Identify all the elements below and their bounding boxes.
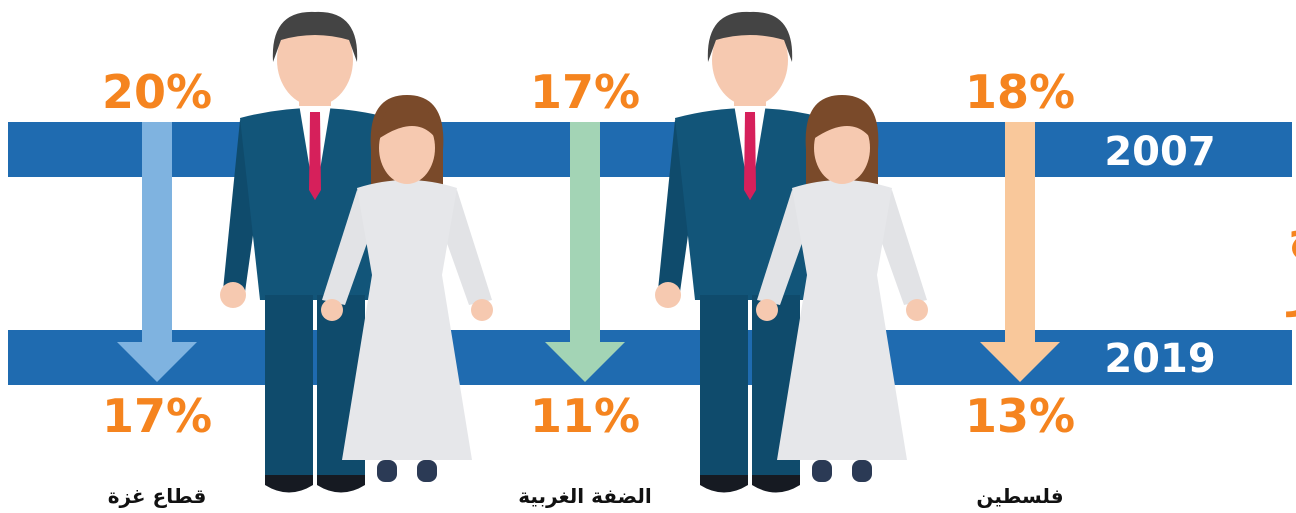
arrow-shaft (1005, 122, 1035, 344)
man-shoe (752, 475, 800, 493)
end-percent: 13% (965, 389, 1075, 443)
arrow-shaft (570, 122, 600, 344)
man-leg (265, 295, 313, 475)
woman-hand (321, 299, 343, 321)
start-percent: 20% (102, 65, 212, 119)
band-2019 (8, 330, 1292, 385)
woman-foot (812, 460, 832, 482)
year-start: 2007 (1104, 129, 1215, 175)
title-line-1: الزواج (1288, 207, 1296, 261)
woman-foot (852, 460, 872, 482)
woman-hand (471, 299, 493, 321)
band-2007 (8, 122, 1292, 177)
man-shoe (700, 475, 748, 493)
man-shoe (317, 475, 365, 493)
woman-hand (906, 299, 928, 321)
woman-foot (417, 460, 437, 482)
region-name: فلسطين (976, 484, 1063, 508)
woman-hand (756, 299, 778, 321)
woman-foot (377, 460, 397, 482)
title-line-2: المبكر (1286, 263, 1296, 317)
start-percent: 17% (530, 65, 640, 119)
region-name: الضفة الغربية (518, 484, 651, 508)
infographic: 2007 2019 الزواج المبكر 20% 17% قطاع غزة 17… (0, 0, 1296, 513)
year-end: 2019 (1104, 336, 1215, 382)
page: {"title": {"line1": "الزواج", "line2": "… (0, 0, 1296, 513)
man-tie (309, 112, 321, 200)
end-percent: 17% (102, 389, 212, 443)
man-shoe (265, 475, 313, 493)
man-hand (220, 282, 246, 308)
couple (655, 12, 928, 493)
couple (220, 12, 493, 493)
man-leg (700, 295, 748, 475)
arrow-shaft (142, 122, 172, 344)
region-name: قطاع غزة (108, 484, 207, 508)
man-hand (655, 282, 681, 308)
start-percent: 18% (965, 65, 1075, 119)
end-percent: 11% (530, 389, 640, 443)
man-tie (744, 112, 756, 200)
